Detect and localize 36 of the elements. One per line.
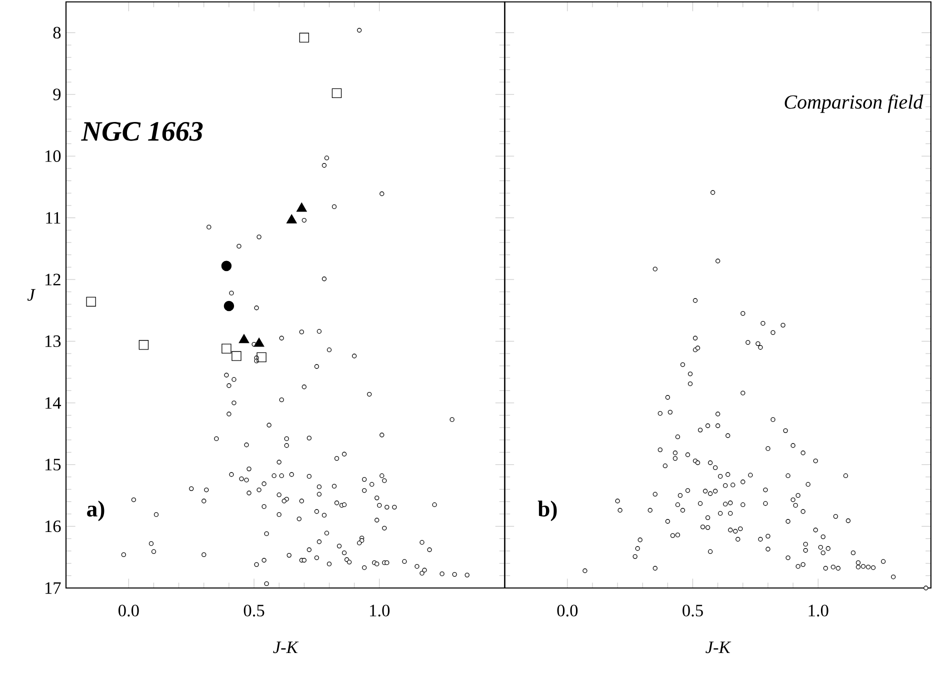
x-tick-label: 1.0 [370, 604, 390, 616]
annotation: NGC 1663 [81, 122, 203, 141]
point [332, 88, 342, 98]
y-tick-label: 9 [53, 88, 61, 100]
annotation: b) [538, 500, 557, 522]
y-tick-label: 17 [45, 582, 61, 594]
y-tick-label: 12 [45, 274, 60, 286]
y-tick-label: 15 [45, 458, 61, 470]
x-tick-label: 1.0 [808, 604, 828, 616]
point [286, 214, 297, 224]
y-tick-label: 11 [46, 212, 60, 224]
point [238, 334, 250, 344]
x-tick-label: 0.5 [682, 604, 703, 616]
y-tick-label: 10 [45, 150, 61, 162]
point [222, 344, 232, 354]
y-tick-label: 8 [53, 26, 61, 39]
point [256, 352, 266, 362]
y-tick-label: 13 [45, 335, 61, 348]
x-tick-label: 0.0 [557, 604, 578, 616]
y-tick-label: 16 [45, 520, 61, 532]
point [296, 202, 307, 212]
x-tick-label: 0.0 [118, 604, 139, 616]
x-axis-title: J-K [273, 642, 299, 654]
point [299, 32, 310, 43]
point [138, 340, 149, 350]
point [232, 351, 242, 361]
y-axis-title: J [27, 289, 36, 301]
x-tick-label: 0.5 [244, 604, 264, 616]
point [86, 296, 96, 307]
annotation: a) [87, 500, 104, 522]
y-tick-label: 14 [45, 397, 62, 409]
annotation: Comparison field [784, 94, 924, 113]
point [221, 260, 232, 272]
point [254, 338, 264, 347]
x-axis-title: J-K [706, 642, 732, 654]
point [224, 300, 234, 312]
